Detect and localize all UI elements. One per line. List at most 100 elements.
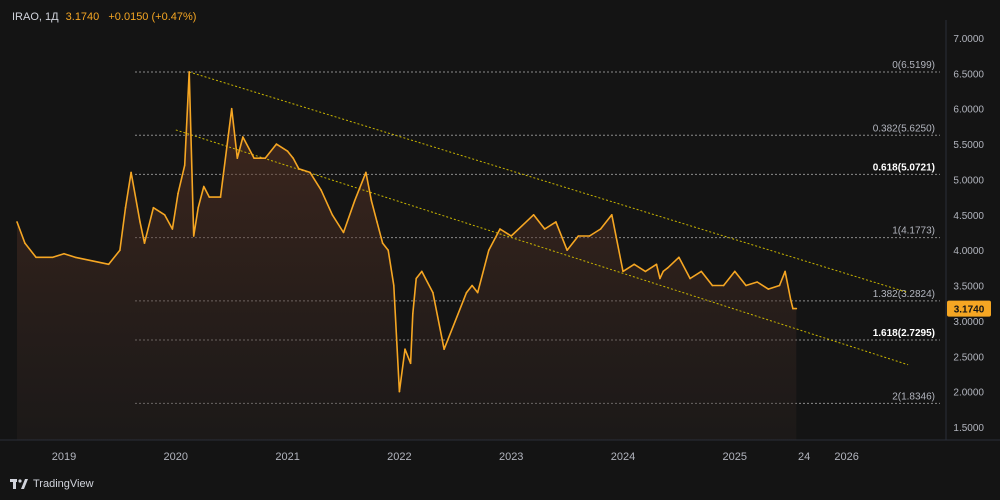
price-point	[230, 107, 233, 110]
fib-level-label: 1.618(2.7295)	[873, 328, 935, 339]
price-point	[124, 206, 127, 209]
price-point	[91, 260, 93, 262]
price-point	[471, 284, 473, 287]
fib-level-label: 2(1.8346)	[892, 391, 935, 402]
price-point	[756, 281, 758, 283]
price-point	[387, 249, 390, 251]
price-point	[365, 171, 367, 174]
x-tick-label: 2020	[164, 451, 188, 463]
header-price: 3.1740	[65, 11, 100, 23]
price-point	[203, 185, 205, 188]
price-point	[784, 270, 786, 273]
price-point	[678, 256, 680, 259]
y-tick-label: 7.0000	[953, 34, 984, 45]
price-point	[662, 270, 664, 273]
price-point	[107, 263, 110, 266]
x-tick-label: 2025	[723, 451, 747, 463]
x-tick-label: 24	[798, 451, 810, 463]
price-point	[74, 256, 76, 259]
price-point	[659, 277, 661, 280]
brand[interactable]: TradingView	[10, 478, 94, 490]
price-point	[767, 288, 770, 290]
price-point	[236, 157, 239, 159]
price-point	[275, 143, 278, 145]
y-tick-label: 5.5000	[953, 140, 984, 151]
x-tick-label: 2022	[387, 451, 411, 463]
last-price-badge	[947, 300, 991, 317]
price-point	[370, 199, 373, 202]
price-point	[188, 71, 190, 73]
x-tick-label: 2019	[52, 451, 76, 463]
price-point	[320, 189, 322, 191]
price-point	[412, 313, 414, 315]
tradingview-logo-icon	[10, 479, 28, 489]
x-tick-label: 2024	[611, 451, 635, 463]
fib-level-label: 0.382(5.6250)	[873, 123, 935, 134]
price-point	[253, 157, 255, 159]
y-tick-label: 3.0000	[953, 317, 984, 328]
price-point	[443, 348, 445, 351]
price-point	[415, 277, 418, 280]
price-point	[298, 168, 300, 170]
price-point	[792, 307, 794, 310]
symbol-label: IRAO, 1Д	[12, 11, 59, 23]
price-point	[711, 284, 714, 287]
price-point	[644, 270, 647, 273]
price-point	[183, 164, 186, 167]
y-tick-label: 5.0000	[953, 175, 984, 186]
price-point	[292, 157, 295, 159]
price-point	[700, 270, 703, 273]
y-tick-label: 2.0000	[953, 388, 984, 399]
price-point	[789, 298, 792, 301]
brand-name: TradingView	[33, 478, 94, 490]
price-point	[409, 362, 412, 365]
price-point	[421, 270, 423, 273]
price-point	[24, 242, 26, 244]
y-tick-label: 6.5000	[953, 69, 984, 80]
price-point	[689, 277, 691, 280]
price-point	[476, 291, 479, 294]
price-point	[795, 307, 798, 310]
price-point	[119, 249, 121, 251]
trend-line[interactable]	[189, 71, 909, 294]
y-tick-label: 2.5000	[953, 352, 984, 363]
price-point	[143, 242, 146, 244]
price-point	[599, 228, 602, 230]
price-point	[555, 221, 557, 223]
price-area-fill	[17, 71, 797, 441]
price-point	[666, 267, 669, 269]
price-point	[404, 348, 406, 351]
price-point	[177, 192, 179, 195]
price-point	[35, 256, 37, 259]
price-point	[499, 228, 501, 230]
fib-level-label: 0.618(5.0721)	[873, 162, 935, 173]
price-point	[432, 291, 434, 294]
y-tick-label: 4.0000	[953, 246, 984, 257]
y-tick-label: 4.5000	[953, 211, 984, 222]
price-point	[393, 284, 395, 287]
x-tick-label: 2026	[834, 451, 858, 463]
price-point	[192, 235, 195, 237]
chart-footer	[0, 471, 1000, 500]
x-tick-label: 2021	[275, 451, 299, 463]
price-point	[242, 136, 244, 138]
x-tick-label: 2023	[499, 451, 523, 463]
y-tick-label: 3.5000	[953, 282, 984, 293]
price-point	[543, 228, 546, 230]
price-point	[208, 196, 211, 198]
price-point	[63, 252, 65, 255]
price-point	[577, 235, 580, 237]
price-point	[488, 249, 490, 251]
price-point	[219, 196, 222, 198]
trend-line[interactable]	[175, 129, 909, 366]
price-point	[722, 284, 725, 287]
last-price-label: 3.1740	[954, 305, 985, 316]
price-point	[52, 256, 54, 259]
price-point	[510, 235, 512, 237]
price-point	[353, 199, 356, 202]
fib-level-label: 1(4.1773)	[892, 226, 935, 237]
price-point	[381, 242, 384, 244]
price-point	[521, 224, 524, 227]
